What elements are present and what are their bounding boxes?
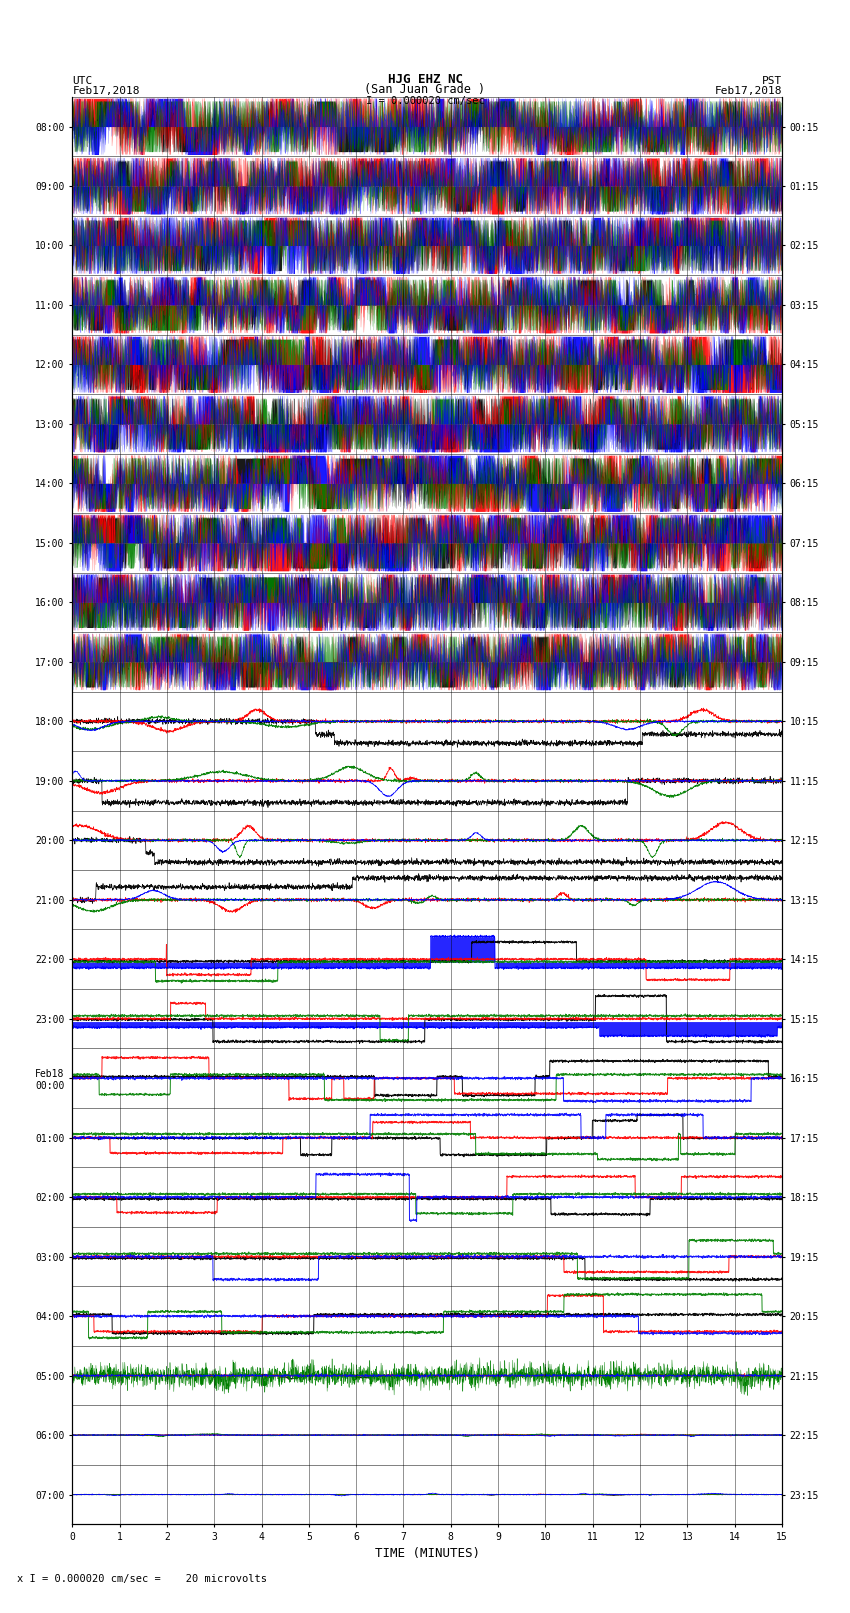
Text: I = 0.000020 cm/sec: I = 0.000020 cm/sec xyxy=(366,95,484,106)
Text: (San Juan Grade ): (San Juan Grade ) xyxy=(365,82,485,97)
Text: HJG EHZ NC: HJG EHZ NC xyxy=(388,73,462,85)
Text: x I = 0.000020 cm/sec =    20 microvolts: x I = 0.000020 cm/sec = 20 microvolts xyxy=(17,1574,267,1584)
Text: UTC: UTC xyxy=(72,76,93,85)
Text: Feb17,2018: Feb17,2018 xyxy=(72,85,139,97)
X-axis label: TIME (MINUTES): TIME (MINUTES) xyxy=(375,1547,479,1560)
Text: PST: PST xyxy=(762,76,782,85)
Text: Feb17,2018: Feb17,2018 xyxy=(715,85,782,97)
